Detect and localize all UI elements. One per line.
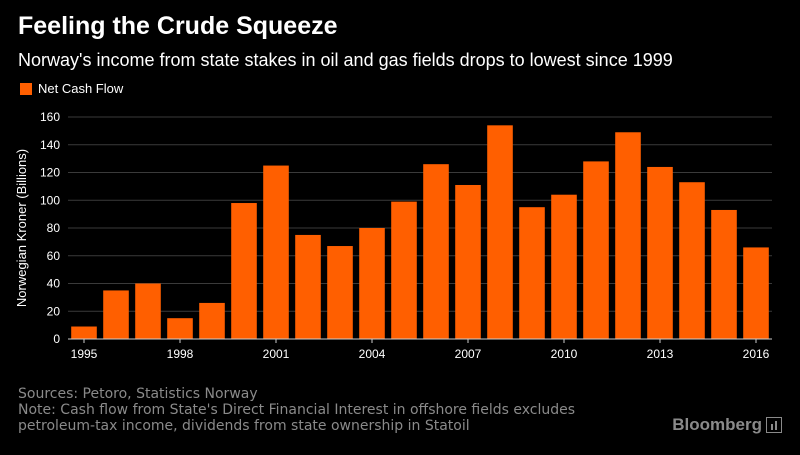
- bar: [519, 207, 545, 339]
- bar: [231, 203, 257, 339]
- y-tick-label: 100: [40, 193, 60, 207]
- x-tick-label: 2007: [455, 347, 482, 361]
- x-tick-label: 1998: [167, 347, 194, 361]
- chart-footer: Sources: Petoro, Statistics Norway Note:…: [18, 386, 575, 434]
- brand-name: Bloomberg: [672, 415, 762, 434]
- y-axis-label: Norwegian Kroner (Billions): [14, 149, 29, 307]
- y-tick-label: 0: [53, 332, 60, 346]
- x-tick-label: 2016: [743, 347, 770, 361]
- bar: [199, 302, 225, 339]
- bar: [167, 318, 193, 339]
- bar: [455, 184, 481, 339]
- legend-swatch: [20, 82, 32, 95]
- bar: [423, 164, 449, 339]
- x-tick-label: 2004: [359, 347, 386, 361]
- bar: [391, 201, 417, 339]
- bar: [263, 165, 289, 339]
- bar: [135, 283, 161, 339]
- y-tick-label: 40: [47, 277, 61, 291]
- bar: [583, 161, 609, 339]
- chart-title: Feeling the Crude Squeeze: [18, 12, 338, 40]
- x-tick-label: 2010: [551, 347, 578, 361]
- legend-label: Net Cash Flow: [38, 81, 124, 96]
- bar: [743, 247, 769, 339]
- bar: [359, 228, 385, 339]
- x-tick-label: 2013: [647, 347, 674, 361]
- bar: [551, 194, 577, 339]
- bar: [615, 132, 641, 339]
- bar: [487, 125, 513, 339]
- note-line-1: Note: Cash flow from State's Direct Fina…: [18, 402, 576, 418]
- y-tick-label: 120: [40, 166, 60, 180]
- bar: [71, 326, 97, 339]
- bar: [103, 290, 129, 339]
- y-tick-label: 160: [40, 110, 60, 124]
- sources-text: Sources: Petoro, Statistics Norway: [18, 386, 258, 402]
- bloomberg-terminal-icon: [766, 417, 782, 433]
- legend: Net Cash Flow: [20, 81, 123, 96]
- x-tick-label: 1995: [71, 347, 98, 361]
- bar: [711, 209, 737, 339]
- y-tick-label: 80: [47, 221, 61, 235]
- brand-logo: Bloomberg: [672, 415, 782, 435]
- bar: [647, 166, 673, 339]
- bar: [295, 234, 321, 339]
- note-line-2: petroleum-tax income, dividends from sta…: [18, 418, 470, 434]
- y-tick-label: 60: [47, 249, 61, 263]
- y-tick-label: 140: [40, 138, 60, 152]
- y-tick-label: 20: [47, 304, 61, 318]
- bar: [679, 182, 705, 339]
- bar: [327, 246, 353, 339]
- chart-subtitle: Norway's income from state stakes in oil…: [18, 50, 673, 70]
- bar-chart: 0 20 40 60 80 100 120 140 160 Norwegian Kroner (B…: [14, 110, 772, 361]
- x-tick-label: 2001: [263, 347, 290, 361]
